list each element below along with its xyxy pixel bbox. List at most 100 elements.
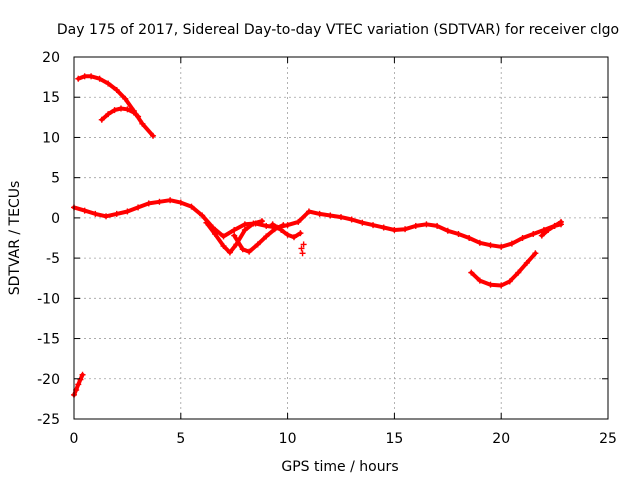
data-point [278, 226, 285, 233]
data-point [239, 246, 246, 253]
data-point [177, 199, 184, 206]
data-point [145, 200, 152, 207]
data-point [167, 197, 174, 204]
data-point [156, 198, 163, 205]
data-point [348, 216, 355, 223]
data-point [75, 75, 82, 82]
data-point [135, 113, 142, 120]
series-end-cluster [539, 219, 563, 238]
data-point [476, 277, 483, 284]
data-point [226, 249, 233, 256]
data-point [150, 132, 157, 139]
data-point [105, 111, 112, 118]
data-point [532, 250, 539, 257]
data-point [231, 232, 238, 239]
y-tick-label: -20 [37, 372, 60, 388]
data-point [263, 222, 270, 229]
ticks-layer: 0 5 10 15 20 25 -25 -20 -15 -10 -5 0 5 10 15 20 [37, 50, 617, 447]
data-point [188, 203, 195, 210]
data-point [455, 230, 462, 237]
data-point [476, 239, 483, 246]
isolated-point [298, 245, 305, 252]
data-point [124, 208, 131, 215]
data-point [81, 207, 88, 214]
data-point [250, 220, 257, 227]
y-tick-label: -15 [37, 332, 60, 348]
data-point [402, 226, 409, 233]
y-tick-label: 10 [42, 130, 60, 146]
data-point [220, 233, 227, 240]
data-point [434, 222, 441, 229]
y-tick-label: -5 [46, 251, 60, 267]
data-point [468, 269, 475, 276]
data-point [98, 116, 105, 123]
data-point [280, 222, 287, 229]
grid-layer [74, 57, 608, 419]
data-point [338, 214, 344, 221]
data-point [538, 232, 545, 239]
data-point [254, 241, 261, 248]
data-point [199, 212, 206, 219]
data-point [412, 222, 419, 229]
isolated-point [299, 250, 306, 257]
x-tick-label: 0 [70, 431, 79, 447]
data-point [519, 235, 526, 241]
data-point [211, 230, 218, 237]
x-tick-label: 10 [279, 431, 297, 447]
x-tick-label: 5 [176, 431, 185, 447]
data-point [246, 248, 253, 255]
x-tick-label: 20 [492, 431, 510, 447]
data-point [487, 242, 494, 249]
data-point [96, 75, 103, 82]
data-point [487, 281, 494, 288]
data-point [203, 219, 210, 226]
data-point [305, 208, 312, 215]
y-axis-label: SDTVAR / TECUs [7, 181, 23, 296]
data-point [327, 212, 334, 219]
series-arc-high-1 [76, 74, 155, 138]
data-point [316, 210, 323, 217]
data-point [117, 105, 124, 112]
x-tick-label: 25 [599, 431, 617, 447]
data-point [508, 240, 515, 247]
data-point [231, 226, 238, 233]
data-point [220, 243, 227, 250]
data-point [263, 233, 270, 240]
chart-title: Day 175 of 2017, Sidereal Day-to-day VTE… [57, 22, 619, 38]
x-tick-label: 15 [385, 431, 403, 447]
y-tick-label: -10 [37, 291, 60, 307]
y-tick-label: -25 [37, 412, 60, 428]
data-point [498, 282, 505, 289]
data-point [130, 109, 137, 116]
y-tick-label: 20 [42, 50, 60, 66]
isolated-point [300, 241, 307, 248]
data-point [79, 371, 86, 378]
data-point [135, 204, 142, 211]
series-layer [71, 73, 565, 398]
data-point [75, 381, 82, 388]
data-point [391, 226, 398, 233]
data-point [370, 222, 377, 229]
data-point [551, 222, 558, 229]
data-point [297, 230, 304, 237]
data-point [111, 107, 118, 114]
data-point [139, 120, 146, 127]
data-point [545, 226, 552, 233]
data-point [241, 221, 248, 228]
data-point [77, 376, 84, 383]
data-point [359, 219, 366, 226]
data-point [269, 221, 276, 228]
data-point [105, 80, 112, 87]
data-point [506, 278, 513, 285]
series-dip-arc-a [204, 219, 264, 255]
y-tick-label: 5 [51, 171, 60, 187]
y-tick-label: 15 [42, 90, 60, 106]
series-main-band [72, 198, 563, 249]
y-tick-label: 0 [51, 211, 60, 227]
data-point [284, 231, 291, 238]
data-point [81, 73, 88, 80]
data-point [124, 106, 131, 113]
data-point [558, 218, 565, 225]
data-point [103, 213, 110, 220]
